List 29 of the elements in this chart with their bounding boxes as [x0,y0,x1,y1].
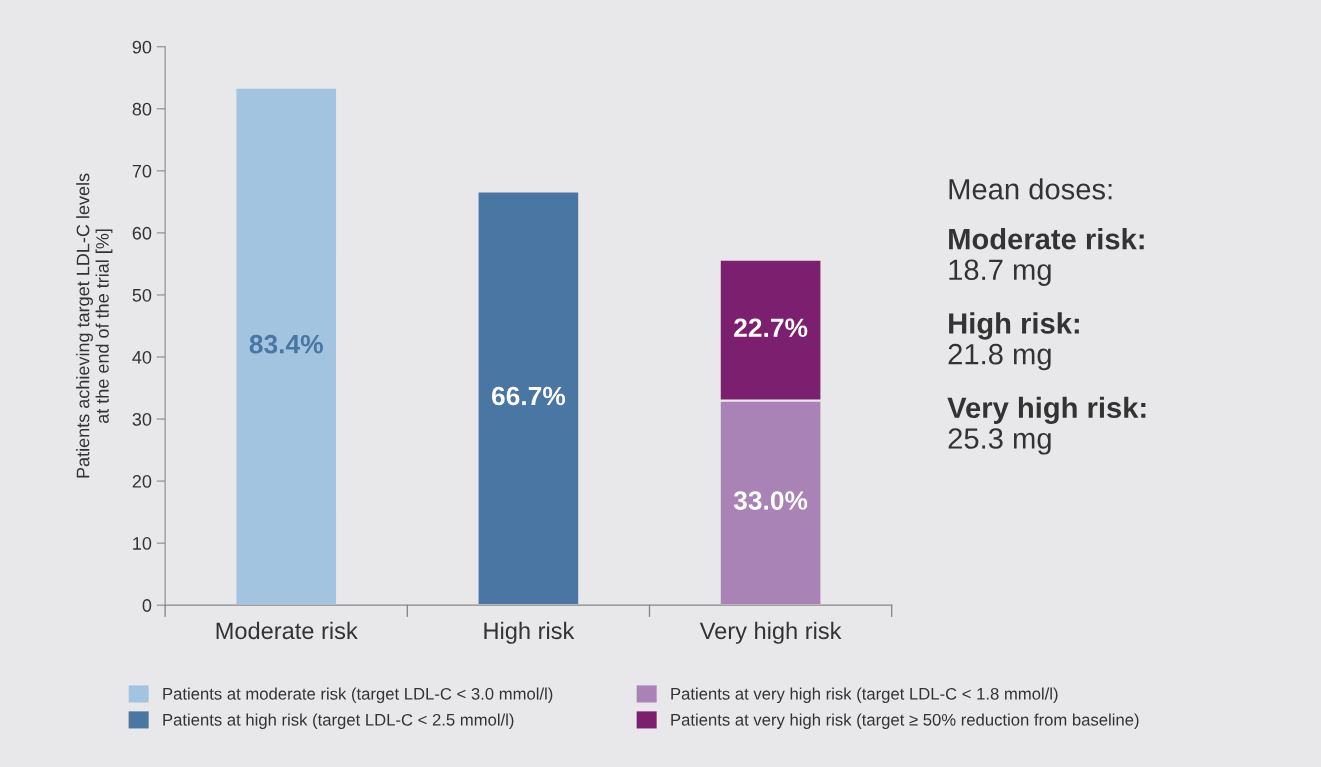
legend-label: Patients at very high risk (target LDL-C < 1.8 mmol/l) [671,687,1058,704]
y-tick-label: 60 [132,226,152,240]
y-tick-label: 80 [132,102,152,116]
y-tick-label: 50 [132,288,152,302]
data-label: 33.0% [733,491,808,510]
text: 21.8 mg [948,343,1051,371]
text: Very high risk: [947,396,1146,424]
y-tick-label: 10 [133,537,152,550]
data-label: 83.4% [249,334,323,354]
text: Mean doses: [949,178,1112,200]
legend-label: Patients at moderate risk (target LDL-C < 3.0 mmol/l) [163,687,553,704]
x-tick-label: Very high risk [699,621,842,644]
text: 25.3 mg [948,428,1051,455]
y-tick-label: 70 [132,164,152,178]
text: Moderate risk: [949,228,1144,250]
y-axis-title: Patients achieving target LDL-C levels at the end of the trial [%] [76,173,113,478]
x-tick-label: High risk [484,621,575,644]
y-tick-label: 20 [132,475,152,488]
x-tick-label: Moderate risk [216,621,358,640]
data-label: 22.7% [734,318,808,338]
legend-label: Patients at high risk (target LDL-C < 2.5 mmol/l) [163,713,514,729]
text: 18.7 mg [949,259,1051,286]
text: High risk: [949,312,1079,340]
y-tick-label: 90 [132,40,152,54]
y-tick-label: 40 [132,350,152,364]
legend-label: Patients at very high risk (target ≥ 50% reduction from baseline) [671,713,1139,729]
data-label: 66.7% [491,386,566,406]
y-tick-label: 30 [132,412,152,426]
y-tick-label: 0 [142,599,152,612]
